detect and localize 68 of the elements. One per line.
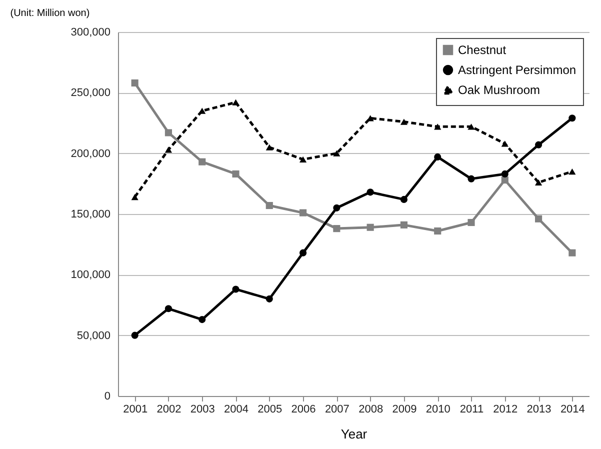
legend-label: Chestnut bbox=[458, 43, 507, 57]
point bbox=[568, 114, 576, 122]
point bbox=[366, 188, 374, 196]
point bbox=[535, 179, 542, 186]
x-tick-label: 2002 bbox=[156, 404, 182, 416]
x-tick-label: 2008 bbox=[358, 404, 384, 416]
point bbox=[164, 305, 172, 312]
y-tick-label: 300,000 bbox=[70, 26, 110, 38]
x-tick-label: 2012 bbox=[493, 404, 518, 416]
point bbox=[266, 295, 273, 302]
y-tick-label: 50,000 bbox=[76, 330, 110, 342]
text: (Unit: Million won) bbox=[10, 8, 90, 19]
point bbox=[400, 118, 408, 125]
point bbox=[198, 108, 206, 114]
x-tick-label: 2010 bbox=[426, 404, 450, 416]
point bbox=[131, 332, 138, 339]
point bbox=[468, 175, 475, 182]
point bbox=[501, 176, 508, 184]
y-tick-label: 250,000 bbox=[70, 87, 110, 100]
point bbox=[535, 141, 542, 148]
x-tick-label: 2009 bbox=[392, 404, 417, 416]
point bbox=[568, 168, 576, 175]
x-tick-label: 2004 bbox=[224, 404, 248, 416]
y-tick-label: 150,000 bbox=[70, 208, 110, 220]
point bbox=[300, 209, 307, 216]
x-tick-label: 2001 bbox=[123, 404, 148, 416]
y-tick-label: 0 bbox=[104, 390, 110, 402]
point bbox=[366, 115, 374, 122]
point bbox=[266, 202, 273, 210]
legend-label: Oak Mushroom bbox=[458, 83, 540, 97]
point bbox=[198, 316, 206, 324]
point bbox=[198, 158, 206, 166]
point bbox=[434, 227, 442, 235]
x-tick-label: 2011 bbox=[460, 404, 484, 416]
y-tick-label: 200,000 bbox=[70, 148, 110, 160]
point bbox=[535, 215, 542, 222]
point bbox=[333, 225, 340, 232]
x-tick-label: 2005 bbox=[258, 404, 282, 416]
point bbox=[501, 170, 508, 178]
point bbox=[434, 124, 442, 130]
legend-label: Astringent Persimmon bbox=[458, 63, 576, 77]
point bbox=[131, 79, 138, 86]
x-tick-label: 2003 bbox=[190, 404, 215, 416]
point bbox=[300, 156, 307, 162]
point bbox=[366, 224, 374, 231]
point bbox=[400, 221, 408, 228]
x-axis-title: Year bbox=[340, 426, 368, 442]
x-tick-label: 2007 bbox=[324, 404, 350, 416]
point bbox=[568, 249, 576, 256]
point bbox=[131, 194, 138, 200]
x-tick-label: 2006 bbox=[291, 404, 316, 416]
x-tick-label: 2014 bbox=[560, 404, 585, 416]
point bbox=[164, 146, 172, 153]
point bbox=[232, 170, 240, 178]
point bbox=[232, 99, 240, 106]
point bbox=[164, 129, 172, 136]
point bbox=[333, 150, 340, 156]
y-tick-label: 100,000 bbox=[70, 269, 110, 282]
point bbox=[333, 204, 340, 212]
point bbox=[266, 144, 273, 150]
point bbox=[501, 140, 508, 147]
point bbox=[468, 124, 475, 130]
point bbox=[468, 218, 475, 226]
point bbox=[434, 153, 442, 160]
x-tick-label: 2013 bbox=[526, 404, 552, 416]
point bbox=[300, 249, 307, 256]
point bbox=[232, 286, 240, 293]
point bbox=[400, 196, 408, 203]
